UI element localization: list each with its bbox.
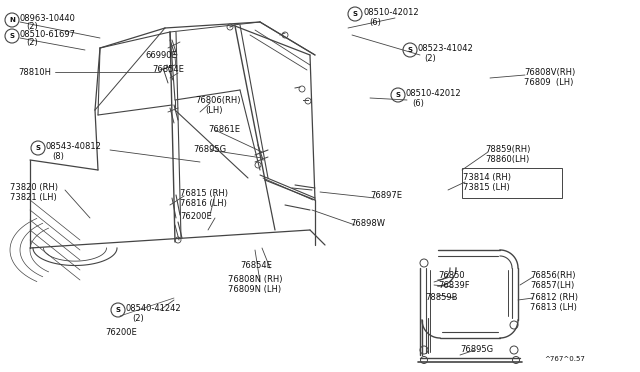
Bar bbox=[462, 168, 562, 198]
Text: (2): (2) bbox=[26, 38, 38, 47]
Text: (2): (2) bbox=[424, 54, 436, 63]
Text: 76200E: 76200E bbox=[180, 212, 212, 221]
Text: S: S bbox=[408, 47, 413, 53]
Text: 76809N (LH): 76809N (LH) bbox=[228, 285, 281, 294]
Text: 76854E: 76854E bbox=[152, 65, 184, 74]
Text: ^767^0.57: ^767^0.57 bbox=[544, 356, 585, 362]
Text: 76806(RH): 76806(RH) bbox=[195, 96, 241, 105]
Text: 76898W: 76898W bbox=[350, 219, 385, 228]
Text: 78860(LH): 78860(LH) bbox=[485, 155, 529, 164]
Text: (6): (6) bbox=[369, 18, 381, 27]
Text: (2): (2) bbox=[26, 22, 38, 31]
Text: 73814 (RH): 73814 (RH) bbox=[463, 173, 511, 182]
Text: 78859B: 78859B bbox=[425, 293, 458, 302]
Text: 76816 (LH): 76816 (LH) bbox=[180, 199, 227, 208]
Text: 78859(RH): 78859(RH) bbox=[485, 145, 531, 154]
Text: S: S bbox=[10, 33, 15, 39]
Text: S: S bbox=[35, 145, 40, 151]
Text: S: S bbox=[353, 11, 358, 17]
Text: 76809  (LH): 76809 (LH) bbox=[524, 78, 573, 87]
Text: 78810H: 78810H bbox=[18, 68, 51, 77]
Text: 76895G: 76895G bbox=[193, 145, 226, 154]
Text: 08540-41242: 08540-41242 bbox=[126, 304, 182, 313]
Text: 73821 (LH): 73821 (LH) bbox=[10, 193, 57, 202]
Text: 76839F: 76839F bbox=[438, 281, 470, 290]
Text: 76861E: 76861E bbox=[208, 125, 240, 134]
Text: (6): (6) bbox=[412, 99, 424, 108]
Text: 76815 (RH): 76815 (RH) bbox=[180, 189, 228, 198]
Text: 76813 (LH): 76813 (LH) bbox=[530, 303, 577, 312]
Text: 08543-40812: 08543-40812 bbox=[46, 142, 102, 151]
Text: 76897E: 76897E bbox=[370, 191, 402, 200]
Text: 73820 (RH): 73820 (RH) bbox=[10, 183, 58, 192]
Text: 08523-41042: 08523-41042 bbox=[418, 44, 474, 53]
Text: 08963-10440: 08963-10440 bbox=[20, 14, 76, 23]
Text: 08510-61697: 08510-61697 bbox=[20, 30, 76, 39]
Text: (2): (2) bbox=[132, 314, 144, 323]
Text: (LH): (LH) bbox=[205, 106, 223, 115]
Text: 76812 (RH): 76812 (RH) bbox=[530, 293, 578, 302]
Text: 76856(RH): 76856(RH) bbox=[530, 271, 575, 280]
Text: 76850: 76850 bbox=[438, 271, 465, 280]
Text: (8): (8) bbox=[52, 152, 64, 161]
Text: 76808N (RH): 76808N (RH) bbox=[228, 275, 282, 284]
Text: N: N bbox=[9, 17, 15, 23]
Text: 76854E: 76854E bbox=[240, 261, 272, 270]
Text: 76200E: 76200E bbox=[105, 328, 137, 337]
Text: 76857(LH): 76857(LH) bbox=[530, 281, 574, 290]
Text: S: S bbox=[396, 92, 401, 98]
Text: 08510-42012: 08510-42012 bbox=[406, 89, 461, 98]
Text: 66990E: 66990E bbox=[145, 51, 177, 60]
Text: 76895G: 76895G bbox=[460, 345, 493, 354]
Text: S: S bbox=[115, 307, 120, 313]
Text: 76808V(RH): 76808V(RH) bbox=[524, 68, 575, 77]
Text: 08510-42012: 08510-42012 bbox=[363, 8, 419, 17]
Text: 73815 (LH): 73815 (LH) bbox=[463, 183, 509, 192]
